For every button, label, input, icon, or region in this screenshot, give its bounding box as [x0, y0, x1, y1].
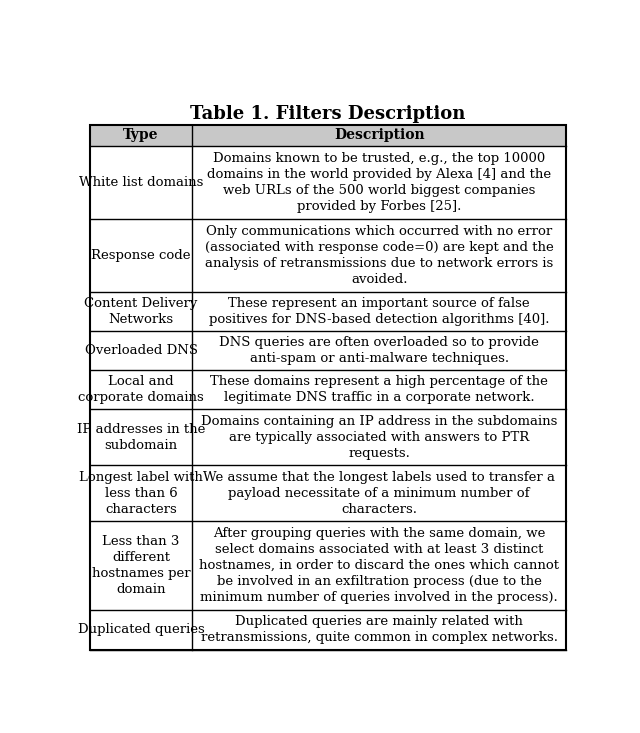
Text: These domains represent a high percentage of the
legitimate DNS traffic in a cor: These domains represent a high percentag… — [211, 375, 548, 404]
Bar — [90, 409, 566, 465]
Text: Duplicated queries: Duplicated queries — [77, 624, 205, 636]
Bar — [90, 219, 566, 292]
Text: Table 1. Filters Description: Table 1. Filters Description — [190, 105, 466, 123]
Text: Description: Description — [334, 128, 424, 142]
Text: DNS queries are often overloaded so to provide
anti-spam or anti-malware techniq: DNS queries are often overloaded so to p… — [220, 336, 539, 365]
Text: Domains known to be trusted, e.g., the top 10000
domains in the world provided b: Domains known to be trusted, e.g., the t… — [207, 152, 551, 213]
Text: After grouping queries with the same domain, we
select domains associated with a: After grouping queries with the same dom… — [199, 527, 559, 604]
Bar — [90, 292, 566, 331]
Text: Domains containing an IP address in the subdomains
are typically associated with: Domains containing an IP address in the … — [201, 415, 557, 460]
Bar — [90, 611, 566, 649]
Text: Response code: Response code — [92, 248, 191, 262]
Text: White list domains: White list domains — [79, 176, 204, 189]
Bar — [90, 370, 566, 409]
Text: These represent an important source of false
positives for DNS-based detection a: These represent an important source of f… — [209, 297, 549, 325]
Text: Duplicated queries are mainly related with
retransmissions, quite common in comp: Duplicated queries are mainly related wi… — [201, 616, 557, 644]
Text: Overloaded DNS: Overloaded DNS — [84, 344, 198, 357]
Bar — [90, 125, 566, 147]
Text: Only communications which occurred with no error
(associated with response code=: Only communications which occurred with … — [205, 225, 554, 286]
Text: Less than 3
different
hostnames per
domain: Less than 3 different hostnames per doma… — [92, 535, 191, 596]
Bar — [90, 521, 566, 611]
Bar — [90, 147, 566, 219]
Text: Longest label with
less than 6
characters: Longest label with less than 6 character… — [79, 471, 203, 515]
Text: Local and
corporate domains: Local and corporate domains — [78, 375, 204, 404]
Text: Content Delivery
Networks: Content Delivery Networks — [84, 297, 198, 325]
Text: Type: Type — [124, 128, 159, 142]
Bar — [90, 465, 566, 521]
Bar — [90, 331, 566, 370]
Text: We assume that the longest labels used to transfer a
payload necessitate of a mi: We assume that the longest labels used t… — [203, 471, 555, 515]
Text: IP addresses in the
subdomain: IP addresses in the subdomain — [77, 423, 205, 452]
